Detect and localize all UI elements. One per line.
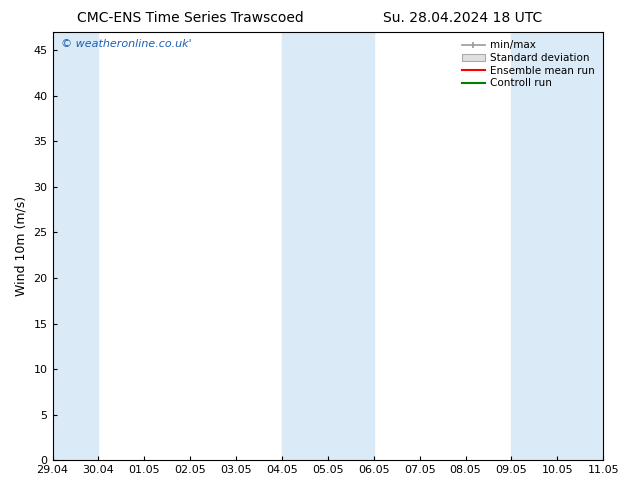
Text: CMC-ENS Time Series Trawscoed: CMC-ENS Time Series Trawscoed [77, 11, 304, 25]
Text: © weatheronline.co.uk': © weatheronline.co.uk' [61, 39, 191, 49]
Bar [282, 32, 374, 460]
Bar [512, 32, 603, 460]
Bar [53, 32, 98, 460]
Y-axis label: Wind 10m (m/s): Wind 10m (m/s) [15, 196, 28, 296]
Legend: min/max, Standard deviation, Ensemble mean run, Controll run: min/max, Standard deviation, Ensemble me… [459, 37, 598, 92]
Text: Su. 28.04.2024 18 UTC: Su. 28.04.2024 18 UTC [383, 11, 543, 25]
